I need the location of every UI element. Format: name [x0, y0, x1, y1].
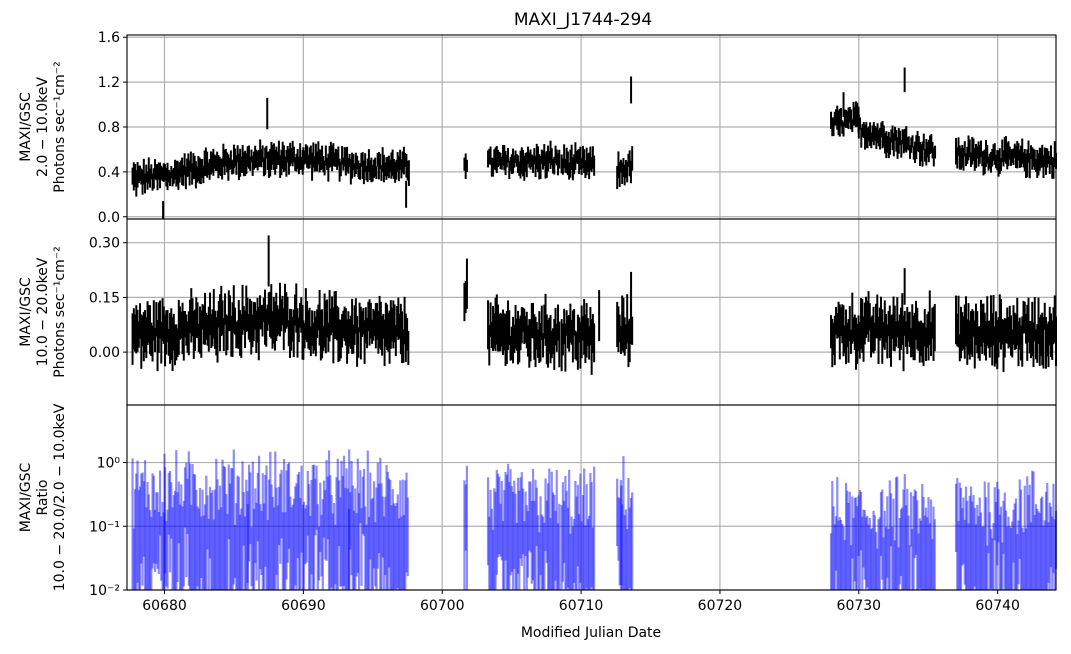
- panel-soft: 0.0 0.4 0.8 1.2 1.6 MAXI/GSC 2.0 − 10.0keV Phot…: [18, 30, 1057, 226]
- series-ratio: [131, 449, 1058, 590]
- x-tick-label: 60720: [698, 598, 743, 614]
- y-axis-label-line: Photons sec⁻¹cm⁻²: [52, 61, 68, 193]
- y-axis-label-line: MAXI/GSC: [18, 462, 34, 532]
- y-tick-label: 0.0: [98, 210, 120, 226]
- y-tick-label: 0.00: [89, 345, 120, 361]
- panel-hard: 0.00 0.15 0.30 MAXI/GSC 10.0 − 20.0keV Photon…: [18, 218, 1057, 406]
- y-axis-label-line: 2.0 − 10.0keV: [35, 77, 51, 177]
- series-soft: [131, 67, 1057, 219]
- y-tick-label: 10⁰: [97, 456, 121, 472]
- y-tick-label: 0.15: [89, 290, 120, 306]
- y-tick-label: 10⁻¹: [89, 519, 120, 535]
- y-tick-label: 0.30: [89, 236, 120, 252]
- x-tick-label: 60690: [281, 598, 326, 614]
- panel-frame: [126, 404, 1057, 591]
- x-axis-label: Modified Julian Date: [521, 625, 661, 641]
- series-hard: [131, 235, 1057, 375]
- y-tick-label: 10⁻²: [89, 583, 120, 599]
- x-tick-label: 60740: [975, 598, 1020, 614]
- x-tick-label: 60730: [837, 598, 882, 614]
- y-axis-label-line: Photons sec⁻¹cm⁻²: [52, 246, 68, 378]
- panel-ratio: 10⁻² 10⁻¹ 10⁰ MAXI/GSC Ratio 10.0 − 20.0/2.0 …: [18, 403, 1058, 614]
- y-axis-label-line: MAXI/GSC: [18, 92, 34, 162]
- y-tick-label: 1.2: [98, 75, 120, 91]
- y-axis-label-line: 10.0 − 20.0/2.0 − 10.0keV: [52, 403, 68, 591]
- y-tick-label: 1.6: [98, 30, 120, 46]
- x-tick-label: 60700: [420, 598, 465, 614]
- y-tick-label: 0.4: [98, 165, 120, 181]
- y-axis-label-line: Ratio: [35, 480, 51, 516]
- chart-title: MAXI_J1744-294: [514, 10, 652, 30]
- y-tick-label: 0.8: [98, 120, 120, 136]
- y-axis-label-line: MAXI/GSC: [18, 277, 34, 347]
- y-axis-label-line: 10.0 − 20.0keV: [35, 257, 51, 366]
- x-tick-label: 60680: [142, 598, 187, 614]
- x-tick-label: 60710: [559, 598, 604, 614]
